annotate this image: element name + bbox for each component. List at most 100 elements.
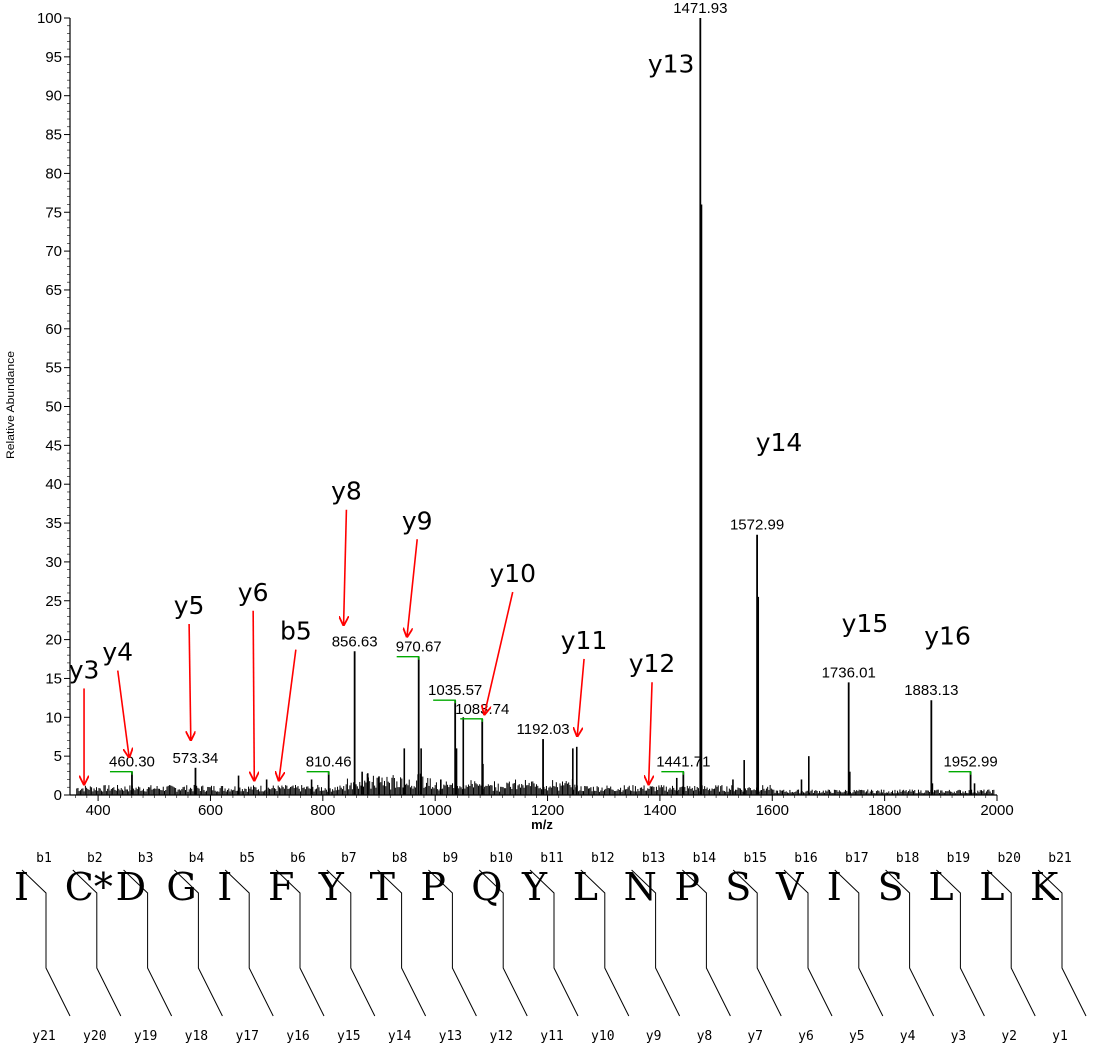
y-ion-label: y20: [83, 1029, 106, 1044]
y-ion-label: y19: [134, 1029, 157, 1044]
peak-label: 1035.57: [428, 682, 482, 699]
x-tick-label: 800: [310, 802, 335, 819]
cleavage-bracket: [835, 870, 883, 1016]
ion-arrow: [649, 682, 652, 783]
x-tick-label: 1600: [756, 802, 789, 819]
y-tick-label: 30: [45, 554, 62, 571]
y-ion-label: y2: [1001, 1029, 1017, 1044]
cleavage-bracket: [225, 870, 273, 1016]
peak-label: 1471.93: [673, 0, 727, 17]
y-ion-label: y7: [747, 1029, 763, 1044]
baseline-noise: [77, 774, 994, 795]
ion-label: b5: [280, 617, 312, 646]
x-tick-label: 1400: [643, 802, 676, 819]
b-ion-label: b14: [693, 851, 717, 866]
b-ion-label: b7: [341, 851, 357, 866]
y-axis-label: Relative Abundance: [5, 351, 17, 459]
y-ion-label: y12: [489, 1029, 512, 1044]
b-ion-label: b2: [87, 851, 103, 866]
y-tick-label: 40: [45, 476, 62, 493]
peak-label: 810.46: [306, 754, 352, 771]
ion-label: y10: [489, 559, 536, 588]
y-ion-label: y11: [540, 1029, 563, 1044]
x-tick-label: 2000: [980, 802, 1013, 819]
ion-label: y13: [648, 49, 695, 78]
b-ion-label: b8: [392, 851, 408, 866]
ion-label: y11: [561, 626, 608, 655]
y-tick-label: 50: [45, 399, 62, 416]
y-ion-label: y21: [32, 1029, 55, 1044]
y-ion-label: y3: [951, 1029, 967, 1044]
sequence-residue: K: [1030, 865, 1059, 909]
y-tick-label: 60: [45, 321, 62, 338]
peak-label: 460.30: [109, 754, 155, 771]
b-ion-label: b13: [642, 851, 665, 866]
ion-label: y8: [331, 477, 362, 506]
b-ion-label: b17: [845, 851, 868, 866]
sequence-residue: V: [775, 865, 804, 909]
sequence-residue: P: [674, 865, 700, 909]
peak-bracket: [110, 772, 132, 775]
x-tick-label: 1800: [868, 802, 901, 819]
ion-label: y4: [102, 638, 133, 667]
y-tick-label: 100: [37, 10, 62, 27]
y-tick-label: 0: [54, 787, 62, 804]
sequence-residue: Q: [471, 865, 502, 909]
x-tick-label: 600: [198, 802, 223, 819]
b-ion-label: b20: [997, 851, 1020, 866]
sequence-residue: I: [827, 865, 842, 909]
ion-arrow: [485, 592, 513, 713]
peak-label: 1192.03: [517, 721, 570, 738]
y-tick-label: 85: [45, 127, 62, 144]
ion-arrow: [118, 671, 129, 757]
b-ion-label: b6: [290, 851, 306, 866]
ion-label: y6: [238, 578, 269, 607]
sequence-residue: T: [370, 865, 395, 909]
ion-label: y15: [842, 609, 889, 638]
sequence-residue: Y: [521, 865, 548, 909]
y-ion-label: y6: [798, 1029, 814, 1044]
y-tick-label: 5: [54, 748, 62, 765]
peak-bracket: [949, 772, 971, 775]
y-ion-label: y18: [185, 1029, 208, 1044]
y-ion-label: y15: [337, 1029, 360, 1044]
b-ion-label: b11: [540, 851, 563, 866]
y-ion-label: y9: [646, 1029, 662, 1044]
y-tick-label: 55: [45, 360, 62, 377]
sequence-residue: F: [268, 865, 294, 909]
ion-arrow: [253, 611, 254, 780]
peak-bracket: [661, 772, 683, 775]
y-ion-label: y13: [439, 1029, 462, 1044]
b-ion-label: b3: [138, 851, 154, 866]
peak-bracket: [307, 772, 329, 775]
peak-label: 573.34: [173, 750, 219, 767]
peak-bracket: [397, 657, 419, 660]
peak-label: 1441.71: [656, 754, 710, 771]
peak-label: 1883.13: [904, 682, 958, 699]
y-tick-label: 20: [45, 632, 62, 649]
y-tick-label: 90: [45, 88, 62, 105]
b-ion-label: b18: [896, 851, 919, 866]
y-tick-label: 80: [45, 165, 62, 182]
y-tick-label: 10: [45, 709, 62, 726]
ion-label: y9: [402, 506, 433, 535]
y-tick-label: 65: [45, 282, 62, 299]
peak-label: 1736.01: [822, 664, 876, 681]
y-tick-label: 75: [45, 204, 62, 221]
sequence-residue: P: [420, 865, 446, 909]
peak-label: 1572.99: [730, 517, 784, 534]
ion-arrow: [407, 539, 417, 635]
b-ion-label: b12: [591, 851, 614, 866]
ion-label: y3: [69, 655, 100, 684]
sequence-residue: S: [878, 865, 904, 909]
ion-label: y5: [174, 591, 205, 620]
y-axis-ticks: 0510152025303540455055606570758085909510…: [37, 10, 70, 804]
sequence-residue: C*: [65, 865, 113, 909]
b-ion-label: b9: [443, 851, 459, 866]
y-ion-label: y17: [235, 1029, 258, 1044]
y-ion-label: y4: [900, 1029, 916, 1044]
ion-arrow: [279, 650, 296, 780]
b-ion-label: b1: [36, 851, 52, 866]
b-ion-label: b10: [489, 851, 512, 866]
